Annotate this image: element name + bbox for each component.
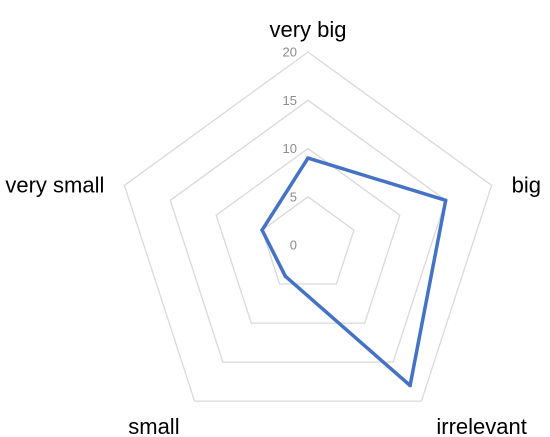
grid-ring-20 [123,51,493,402]
tick-label-5: 5 [290,189,297,204]
data-point-big [443,198,448,203]
tick-label-20: 20 [283,45,297,60]
tick-label-10: 10 [283,141,297,156]
grid-ring-10 [215,147,401,324]
grid-layer [123,51,493,402]
series-layer [260,156,448,388]
series-line-0 [260,156,448,388]
data-point-small [283,274,288,279]
grid-ring-15 [169,99,447,363]
category-label-big: big [512,172,541,197]
tick-label-0: 0 [290,238,297,253]
data-point-very-big [306,156,310,160]
category-label-very-small: very small [5,172,104,197]
tick-label-15: 15 [283,93,297,108]
category-label-very-big: very big [269,17,346,42]
grid-ring-5 [261,195,355,285]
data-point-very-small [260,228,264,232]
data-point-irrelevant [408,383,412,388]
category-labels: very big big irrelevant small very small [5,17,541,437]
category-label-irrelevant: irrelevant [436,414,526,437]
radial-tick-labels: 0 5 10 15 20 [283,45,297,253]
category-label-small: small [128,414,179,437]
